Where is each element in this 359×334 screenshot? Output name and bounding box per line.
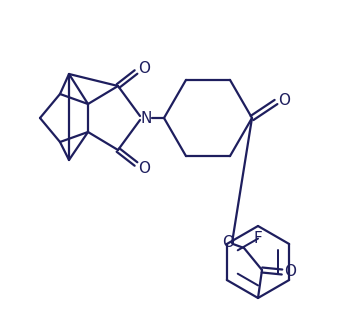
Text: O: O (138, 60, 150, 75)
Text: N: N (140, 111, 152, 126)
Text: O: O (284, 265, 296, 280)
Text: O: O (138, 161, 150, 175)
Text: O: O (278, 93, 290, 108)
Text: F: F (253, 230, 262, 245)
Text: O: O (222, 234, 234, 249)
